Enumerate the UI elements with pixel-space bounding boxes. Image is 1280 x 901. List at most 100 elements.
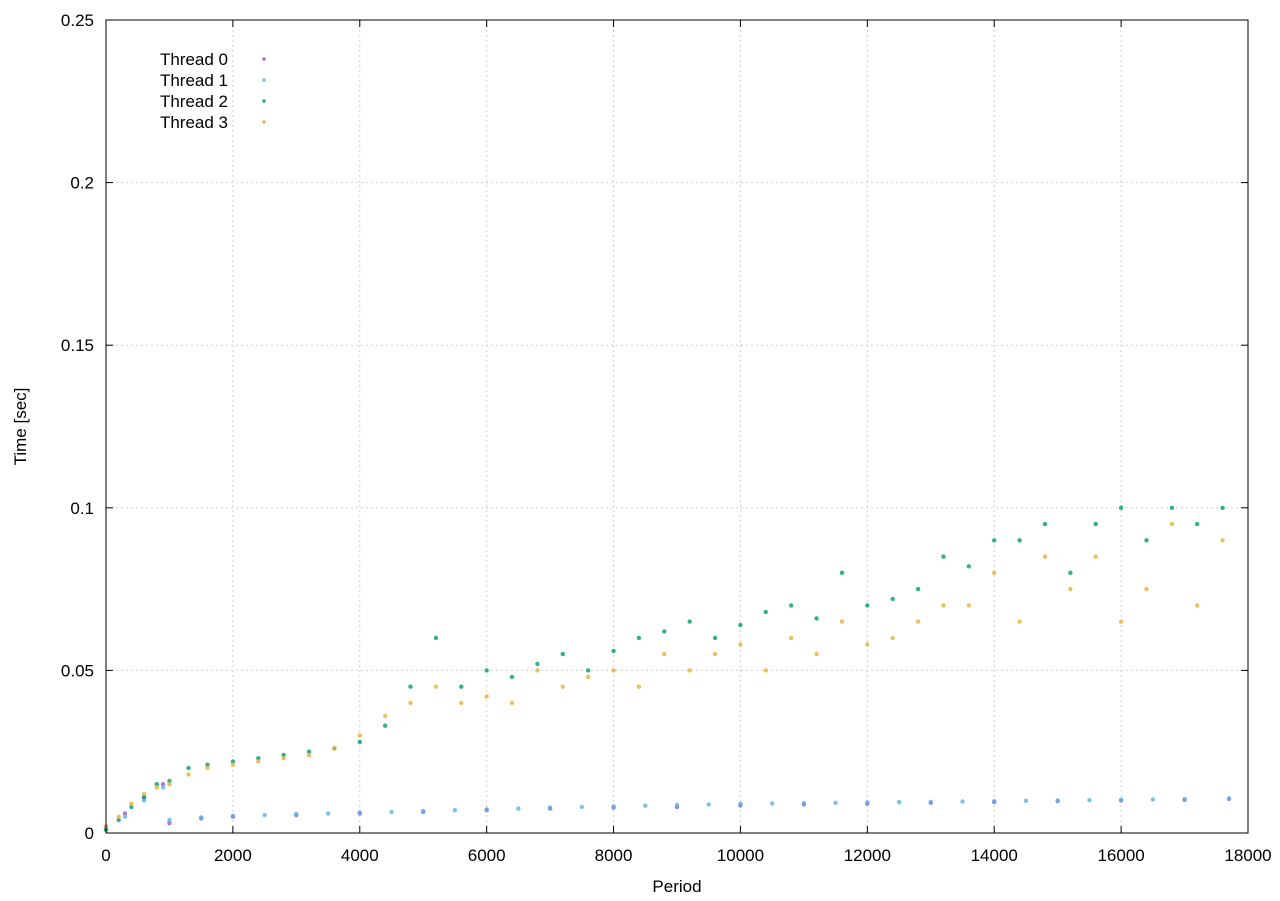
data-point (941, 554, 946, 559)
data-point (433, 684, 439, 689)
data-point (687, 619, 692, 624)
data-point (186, 772, 191, 777)
data-point (896, 799, 902, 805)
legend-label: Thread 2 (160, 92, 228, 111)
legend-marker (262, 78, 266, 82)
data-point (865, 642, 870, 647)
data-point (294, 811, 299, 817)
data-point (141, 791, 147, 797)
data-point (1118, 797, 1124, 802)
data-point (1118, 619, 1124, 624)
data-point (509, 700, 515, 706)
x-tick-label: 2000 (214, 846, 252, 865)
data-point (281, 752, 286, 758)
data-point (1169, 521, 1175, 527)
data-point (484, 807, 489, 812)
series-1 (103, 785, 1232, 832)
data-point (1169, 505, 1175, 510)
data-point (129, 804, 134, 810)
data-point (116, 814, 121, 819)
data-point (122, 811, 128, 816)
data-point (154, 782, 159, 787)
data-point (801, 800, 807, 806)
x-tick-label: 4000 (341, 846, 379, 865)
x-tick-label: 8000 (595, 846, 633, 865)
y-tick-label: 0.2 (70, 174, 94, 193)
data-point (383, 713, 388, 719)
plot-frame (105, 19, 1249, 834)
data-point (332, 746, 337, 751)
data-point (636, 684, 642, 689)
data-point (966, 603, 971, 608)
data-point (205, 762, 210, 767)
axis-ticks (105, 19, 1249, 834)
data-point (928, 799, 933, 804)
data-point (256, 759, 261, 764)
data-point (281, 756, 286, 761)
data-point (160, 782, 166, 787)
data-point (1195, 603, 1200, 608)
data-point (1220, 538, 1225, 543)
data-point (325, 811, 331, 816)
data-point (770, 801, 775, 806)
data-point (1017, 619, 1022, 624)
data-point (611, 648, 616, 654)
y-tick-label: 0.05 (61, 661, 94, 680)
data-point (992, 798, 997, 804)
data-point (839, 619, 845, 624)
x-tick-label: 18000 (1224, 846, 1271, 865)
data-point (230, 813, 236, 818)
series-3 (103, 521, 1225, 829)
data-point (1017, 538, 1022, 543)
data-point (1093, 521, 1098, 527)
data-point (586, 668, 591, 673)
data-point (789, 635, 794, 641)
data-point (167, 778, 172, 784)
x-tick-label: 10000 (717, 846, 764, 865)
data-point (199, 815, 204, 820)
data-point (357, 739, 362, 745)
data-point (141, 798, 147, 803)
x-tick-label: 12000 (844, 846, 891, 865)
data-point (1042, 554, 1048, 559)
data-point (687, 668, 692, 673)
data-point (389, 809, 394, 815)
data-point (167, 821, 172, 826)
data-point (1182, 797, 1187, 802)
data-point (960, 799, 965, 804)
data-point (1068, 570, 1073, 575)
data-point (167, 782, 172, 787)
legend-label: Thread 1 (160, 71, 228, 90)
data-point (1195, 521, 1200, 527)
x-tick-label: 0 (101, 846, 110, 865)
data-point (1055, 798, 1060, 803)
data-point (262, 812, 267, 818)
data-point (789, 603, 794, 608)
data-point (357, 810, 362, 815)
grid-lines (106, 20, 1248, 833)
data-point (1042, 521, 1048, 527)
data-point (205, 765, 210, 771)
data-points (103, 505, 1232, 832)
data-point (1023, 798, 1029, 803)
legend-label: Thread 0 (160, 50, 228, 69)
data-point (941, 603, 946, 608)
data-point (611, 804, 616, 809)
data-point (915, 586, 921, 592)
data-point (662, 629, 667, 634)
data-point (636, 635, 642, 641)
y-tick-label: 0.25 (61, 11, 94, 30)
data-point (141, 795, 147, 800)
y-tick-label: 0.15 (61, 336, 94, 355)
data-point (484, 694, 489, 699)
legend-marker (262, 99, 266, 103)
data-point (306, 752, 312, 758)
data-point (433, 635, 439, 641)
data-point (408, 700, 413, 706)
data-point (674, 802, 680, 808)
y-tick-label: 0.1 (70, 499, 94, 518)
data-point (814, 651, 819, 657)
data-point (1144, 586, 1149, 592)
legend: Thread 0 Thread 1 Thread 2 Thread 3 (160, 50, 266, 132)
